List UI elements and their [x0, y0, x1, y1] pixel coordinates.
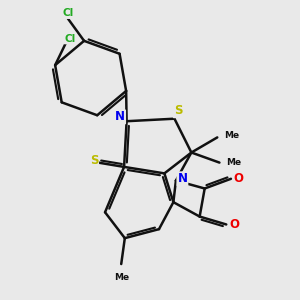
- Text: Me: Me: [224, 131, 239, 140]
- Text: O: O: [229, 218, 239, 231]
- Text: Cl: Cl: [64, 34, 76, 44]
- Text: Me: Me: [226, 158, 241, 167]
- Text: O: O: [234, 172, 244, 185]
- Text: Me: Me: [114, 273, 129, 282]
- Text: Cl: Cl: [62, 8, 74, 18]
- Text: N: N: [115, 110, 125, 123]
- Text: N: N: [177, 172, 188, 185]
- Text: S: S: [174, 104, 182, 117]
- Text: S: S: [90, 154, 98, 167]
